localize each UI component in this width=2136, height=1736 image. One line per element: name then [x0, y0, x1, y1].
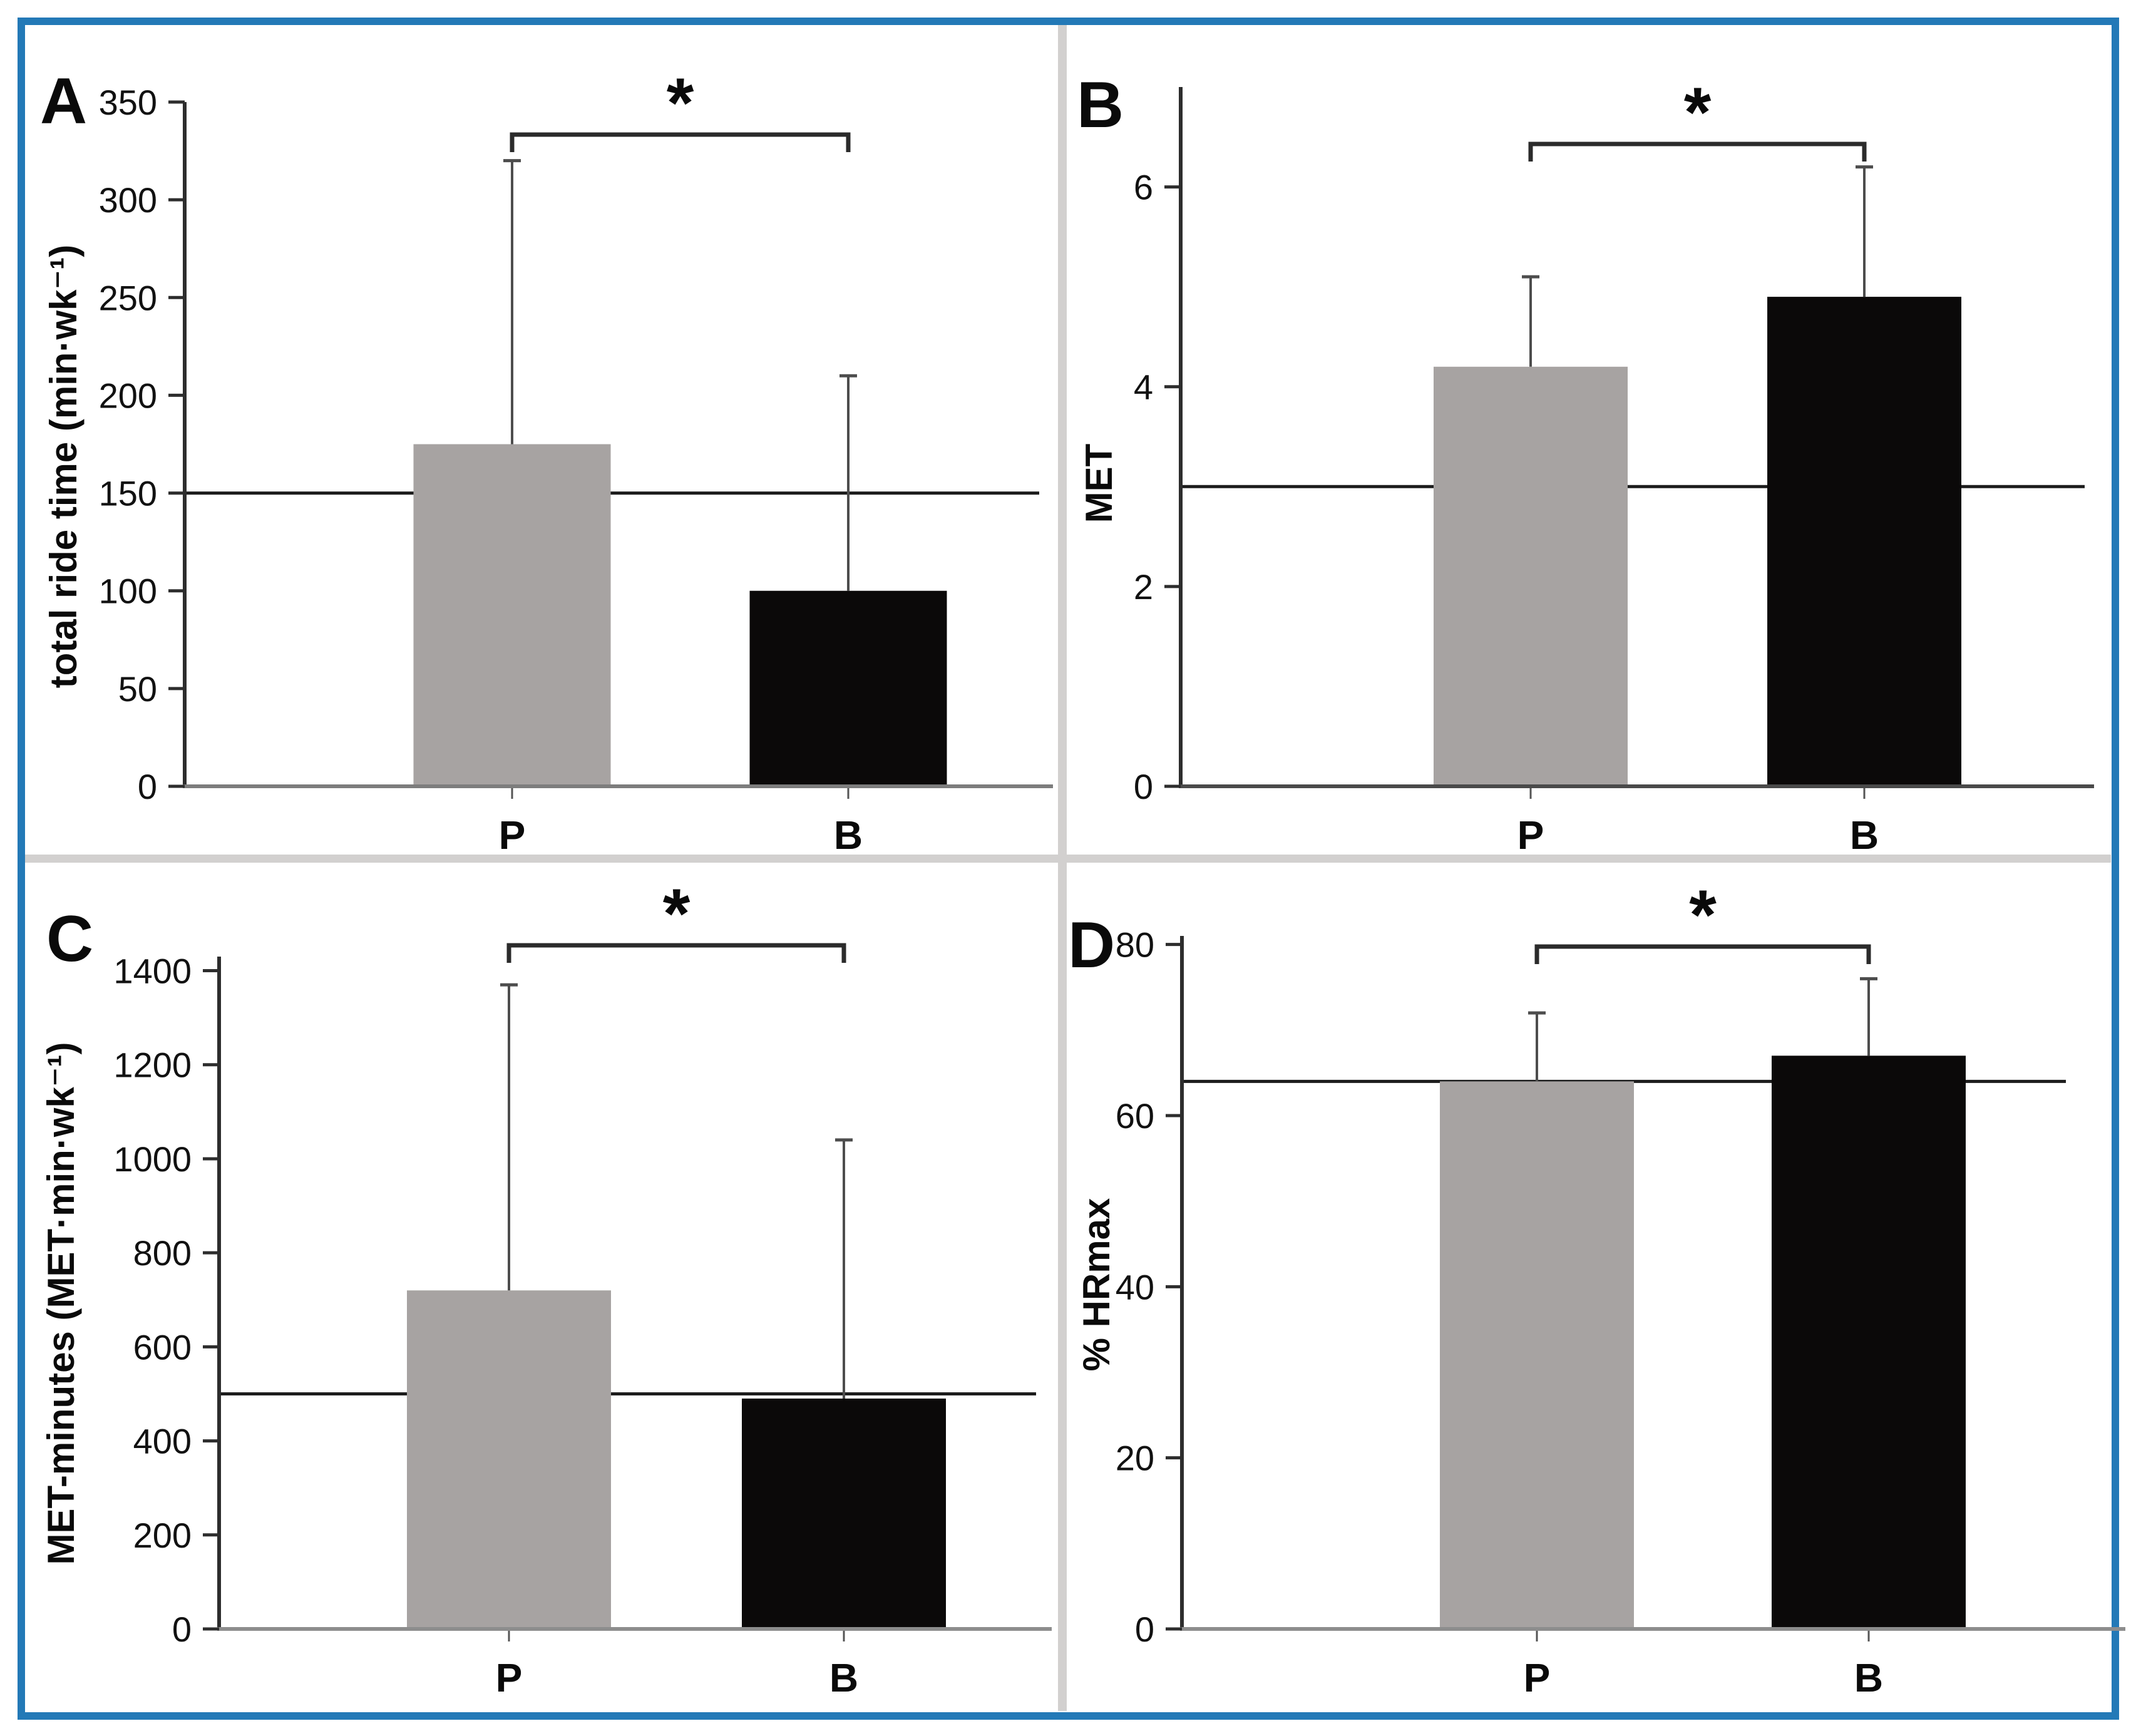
- y-tick-label: 0: [1134, 767, 1153, 806]
- panel-d-label: D: [1068, 909, 1116, 982]
- significance-bracket: [510, 132, 851, 152]
- y-tick-label: 60: [1116, 1096, 1154, 1136]
- category-label-p: P: [1524, 1655, 1551, 1700]
- panel-a-label: A: [40, 65, 88, 138]
- y-tick-label: 350: [99, 83, 157, 122]
- y-tick-label: 1400: [113, 952, 192, 991]
- y-tick-label: 100: [99, 572, 157, 611]
- bar-b: [742, 1398, 946, 1629]
- panel-c-y-axis-title: MET-minutes (MET·min·wk⁻¹): [40, 1042, 82, 1565]
- category-label-b: B: [1850, 813, 1879, 858]
- bar-b: [1772, 1055, 1966, 1629]
- y-tick-label: 1200: [113, 1045, 192, 1085]
- y-tick-label: 800: [133, 1233, 192, 1273]
- significance-bracket: [506, 943, 846, 963]
- category-label-b: B: [834, 813, 863, 858]
- panel-b-y-axis-title: MET: [1078, 443, 1120, 523]
- panel-a-chart: P B 0 50 100 150 200 250 300 350 *: [99, 64, 1053, 858]
- panel-separator-horizontal: [25, 855, 2111, 863]
- bar-b: [749, 590, 947, 786]
- panel-d-chart: P B 0 20 40 60 80 *: [1116, 876, 2125, 1700]
- bar-p: [413, 444, 611, 786]
- significance-asterisk: *: [663, 875, 691, 953]
- y-tick-label: 300: [99, 180, 157, 220]
- category-label-p: P: [1517, 813, 1544, 858]
- panel-separator-vertical: [1058, 25, 1067, 1711]
- category-label-b: B: [829, 1655, 858, 1700]
- panel-b-chart: P B 0 2 4 6 *: [1134, 73, 2094, 858]
- y-tick-label: 2: [1134, 567, 1153, 607]
- y-tick-label: 40: [1116, 1267, 1154, 1307]
- category-label-b: B: [1854, 1655, 1883, 1700]
- bar-p: [407, 1290, 611, 1629]
- y-tick-label: 6: [1134, 168, 1153, 207]
- panel-d-y-axis-title: % HRmax: [1076, 1198, 1117, 1372]
- bar-b: [1767, 297, 1961, 787]
- significance-asterisk: *: [667, 64, 694, 142]
- panel-c-label: C: [46, 903, 94, 975]
- category-label-p: P: [499, 813, 526, 858]
- bar-p: [1440, 1081, 1634, 1629]
- category-label-p: P: [496, 1655, 523, 1700]
- significance-asterisk: *: [1689, 876, 1717, 954]
- y-tick-label: 80: [1116, 925, 1154, 965]
- y-tick-label: 50: [118, 669, 157, 709]
- y-tick-label: 1000: [113, 1139, 192, 1179]
- panel-c-chart: P B 0 200 400 600 800 1000 1200 1400 *: [113, 875, 1052, 1700]
- y-tick-label: 250: [99, 278, 157, 317]
- y-tick-label: 200: [99, 376, 157, 415]
- y-tick-label: 20: [1116, 1439, 1154, 1478]
- y-tick-label: 150: [99, 474, 157, 513]
- y-tick-label: 600: [133, 1327, 192, 1367]
- panel-a-y-axis-title: total ride time (min·wk⁻¹): [43, 244, 85, 689]
- significance-bracket: [1534, 944, 1871, 964]
- bar-p: [1434, 366, 1628, 786]
- significance-asterisk: *: [1684, 73, 1712, 152]
- y-tick-label: 0: [172, 1610, 192, 1649]
- panel-b-label: B: [1077, 69, 1124, 141]
- significance-bracket: [1528, 141, 1867, 162]
- y-tick-label: 0: [1135, 1610, 1154, 1649]
- y-tick-label: 200: [133, 1516, 192, 1555]
- y-tick-label: 4: [1134, 367, 1153, 407]
- y-tick-label: 0: [138, 767, 157, 806]
- y-tick-label: 400: [133, 1422, 192, 1461]
